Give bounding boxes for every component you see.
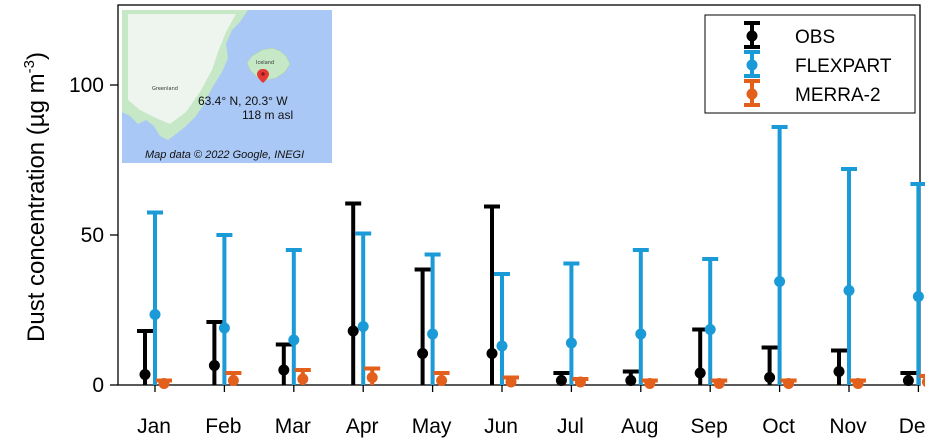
data-point [852, 378, 864, 389]
data-point [902, 375, 914, 386]
data-point [912, 291, 924, 302]
x-tick-label: Jul [557, 415, 584, 438]
data-point [625, 375, 637, 386]
inset-map-greenland-ice [128, 14, 236, 124]
data-point [288, 334, 300, 346]
y-axis-label: Dust concentration (µg m-3) [21, 52, 50, 342]
data-point [496, 340, 508, 352]
legend-swatch-point [746, 30, 758, 42]
data-point [158, 378, 170, 389]
data-point [921, 377, 925, 387]
data-point [436, 375, 448, 386]
legend-label: FLEXPART [795, 56, 892, 77]
legend-item: MERRA-2 [744, 79, 881, 107]
legend-label: OBS [795, 27, 835, 48]
data-point [833, 366, 845, 377]
data-point [417, 348, 429, 359]
data-point [713, 378, 725, 389]
x-tick-label: May [412, 415, 452, 438]
inset-map: Greenland Iceland 63.4° N, 20.3° W 118 m… [122, 10, 332, 163]
legend-swatch-point [746, 88, 758, 100]
x-tick-label: Oct [762, 415, 795, 438]
data-point [644, 378, 656, 389]
data-point [227, 375, 239, 386]
y-tick-label: 100 [69, 74, 104, 97]
data-point [218, 322, 230, 334]
legend-item: OBS [744, 21, 835, 49]
y-axis-label-sup: -3 [21, 60, 38, 73]
data-point [565, 337, 577, 349]
x-tick-label: Apr [346, 415, 379, 438]
data-point [139, 369, 151, 380]
data-point [149, 309, 161, 320]
x-axis-ticks: Jan Feb Mar Apr May Jun Jul Aug Sep Oct Nov Dec [137, 385, 925, 438]
data-point [555, 375, 567, 386]
series-obs [137, 201, 917, 386]
series-layer [137, 125, 925, 389]
x-tick-label: Aug [621, 415, 658, 438]
inset-map-credit: Map data © 2022 Google, INEGI [145, 149, 304, 161]
x-tick-label: Dec [899, 415, 925, 438]
legend-box [704, 14, 916, 114]
data-point [297, 373, 309, 385]
legend: OBS FLEXPART MERRA-2 [704, 14, 916, 114]
y-axis-label-main: Dust concentration (µg m [23, 73, 50, 342]
svg-text:Dust concentration (µg m-3): Dust concentration (µg m-3) [21, 52, 50, 342]
x-tick-label: Jan [137, 415, 171, 438]
inset-map-coordinates: 63.4° N, 20.3° W [198, 94, 288, 108]
x-tick-label: Mar [275, 415, 311, 438]
data-point [486, 348, 498, 359]
inset-map-greenland-label: Greenland [152, 86, 178, 92]
data-point [694, 367, 706, 379]
data-point [574, 376, 586, 388]
data-point [366, 372, 378, 383]
series-flexpart [147, 125, 925, 385]
data-point [357, 321, 369, 332]
data-point [783, 378, 795, 389]
y-tick-label: 50 [81, 224, 104, 247]
series-merra-2 [156, 366, 925, 389]
data-point [427, 328, 439, 340]
data-point [774, 276, 786, 287]
x-tick-label: Feb [205, 415, 241, 438]
y-tick-label: 0 [92, 374, 104, 397]
data-point [635, 328, 647, 340]
data-point [208, 360, 220, 371]
data-point [843, 285, 855, 296]
legend-label: MERRA-2 [795, 85, 881, 106]
data-point [505, 376, 517, 388]
data-point [278, 364, 290, 376]
data-point [704, 324, 716, 335]
inset-map-altitude: 118 m asl [242, 108, 293, 122]
y-axis-ticks: 0 50 100 [69, 74, 118, 397]
inset-map-iceland-label: Iceland [256, 60, 274, 66]
data-point [347, 325, 359, 337]
location-pin-icon [257, 69, 269, 83]
x-tick-label: Nov [829, 415, 867, 438]
y-axis-label-tail: ) [23, 52, 50, 60]
legend-swatch-point [746, 59, 758, 71]
x-tick-label: Jun [484, 415, 518, 438]
legend-item: FLEXPART [744, 50, 892, 78]
x-tick-label: Sep [691, 415, 728, 438]
data-point [764, 372, 776, 383]
